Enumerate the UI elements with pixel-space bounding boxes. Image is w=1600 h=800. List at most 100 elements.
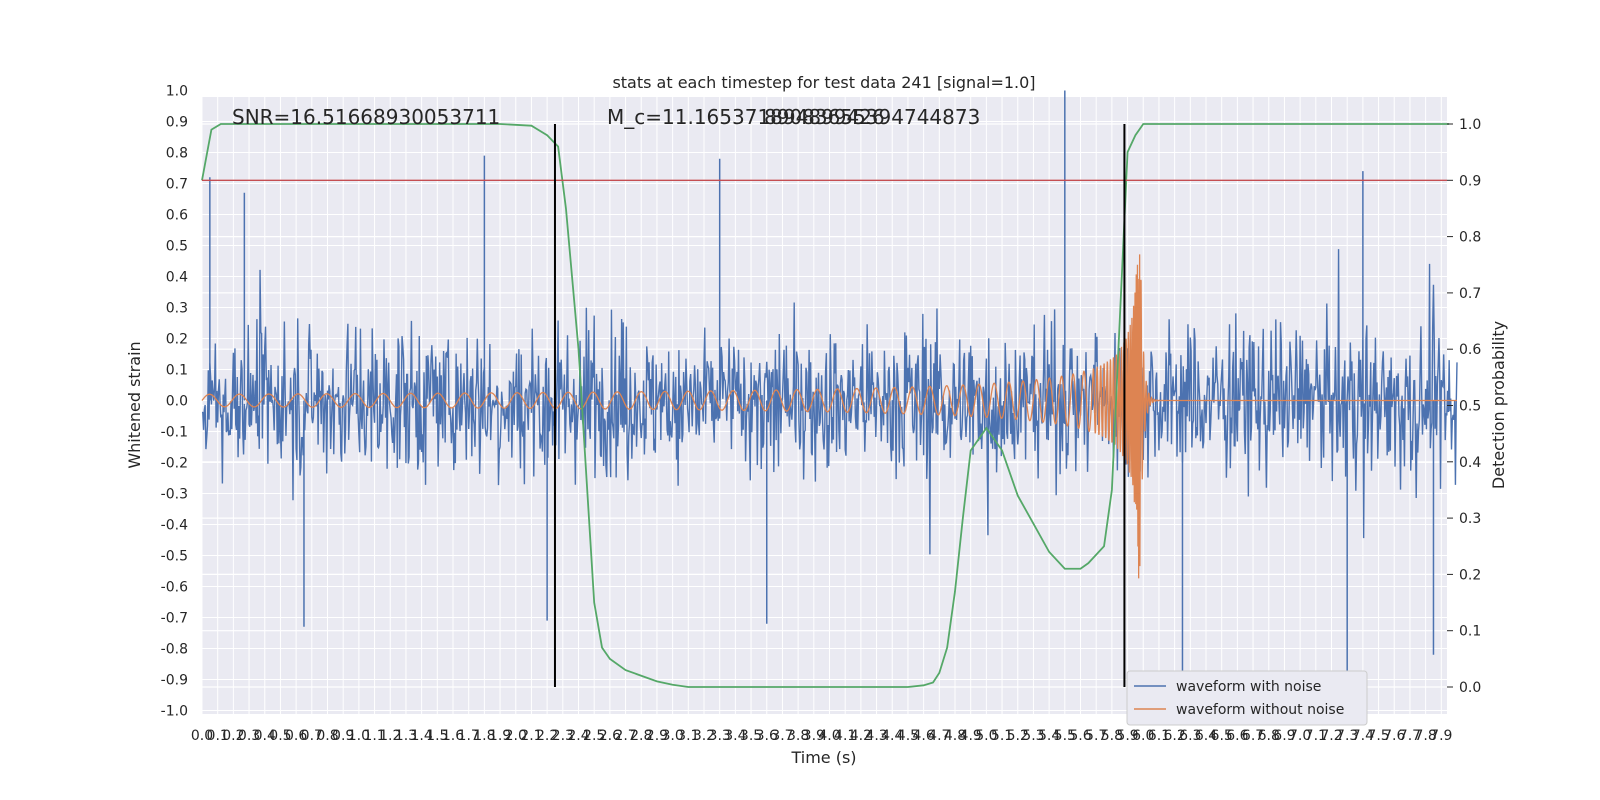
x-tick-label: 5.6	[1069, 728, 1091, 744]
x-tick-label: 7.2	[1320, 728, 1342, 744]
legend-label-clean: waveform without noise	[1176, 702, 1344, 718]
legend-label-noise: waveform with noise	[1176, 679, 1321, 695]
x-tick-label: 6.0	[1132, 728, 1154, 744]
y-tick-label: -1.0	[161, 704, 188, 720]
y-tick-label: 0.6	[166, 208, 188, 224]
y-tick-label: 0.8	[166, 146, 188, 162]
x-tick-label: 3.4	[724, 728, 746, 744]
x-tick-label: 0.4	[254, 728, 276, 744]
x-tick-label: 5.1	[991, 728, 1013, 744]
noise-series	[201, 90, 1458, 705]
x-tick-label: 2.4	[567, 728, 589, 744]
y-tick-label: 0.3	[166, 301, 188, 317]
extra-annotation: 89083655394744873	[764, 105, 980, 129]
grid	[201, 90, 1447, 714]
x-tick-label: 6.5	[1211, 728, 1233, 744]
x-tick-label: 7.8	[1414, 728, 1436, 744]
x-tick-label: 0.1	[207, 728, 229, 744]
x-tick-label: 0.5	[269, 728, 291, 744]
y-tick-label: -0.3	[161, 487, 188, 503]
y2-tick-label: 0.7	[1459, 286, 1481, 302]
x-axis-ticks: 0.00.10.20.30.40.50.60.70.80.91.01.11.21…	[191, 728, 1453, 744]
x-tick-label: 2.7	[614, 728, 636, 744]
x-tick-label: 3.2	[693, 728, 715, 744]
x-tick-label: 6.2	[1163, 728, 1185, 744]
x-tick-label: 0.8	[316, 728, 338, 744]
x-tick-label: 1.5	[426, 728, 448, 744]
x-tick-label: 6.8	[1258, 728, 1280, 744]
legend-box	[1126, 670, 1368, 726]
y2-tick-label: 0.6	[1459, 342, 1481, 358]
y-tick-label: -0.2	[161, 456, 188, 472]
x-tick-label: 5.7	[1085, 728, 1107, 744]
y2-tick-label: 0.1	[1459, 624, 1481, 640]
y2-tick-label: 1.0	[1459, 117, 1481, 133]
chirp-series	[201, 254, 1457, 579]
y-tick-label: -0.1	[161, 425, 188, 441]
y-tick-label: 0.2	[166, 332, 188, 348]
x-tick-label: 4.2	[850, 728, 872, 744]
x-tick-label: 0.9	[332, 728, 354, 744]
y-tick-label: 0.4	[166, 270, 188, 286]
x-tick-label: 0.0	[191, 728, 213, 744]
y-tick-label: -0.4	[161, 518, 188, 534]
x-tick-label: 5.3	[1022, 728, 1044, 744]
y-tick-label: -0.6	[161, 580, 188, 596]
y2-tick-label: 0.3	[1459, 511, 1481, 527]
y-tick-label: 0.5	[166, 239, 188, 255]
y2-tick-label: 0.9	[1459, 173, 1481, 189]
y2-tick-label: 0.2	[1459, 567, 1481, 583]
x-tick-label: 3.8	[787, 728, 809, 744]
x-tick-label: 1.1	[363, 728, 385, 744]
x-tick-label: 2.6	[599, 728, 621, 744]
x-tick-label: 4.4	[881, 728, 903, 744]
x-tick-label: 4.6	[912, 728, 934, 744]
x-axis-label: Time (s)	[790, 748, 856, 767]
x-tick-label: 2.1	[520, 728, 542, 744]
x-tick-label: 3.5	[740, 728, 762, 744]
x-tick-label: 7.3	[1336, 728, 1358, 744]
x-tick-label: 4.5	[897, 728, 919, 744]
x-tick-label: 7.7	[1399, 728, 1421, 744]
x-tick-label: 1.7	[458, 728, 480, 744]
x-tick-label: 5.9	[1116, 728, 1138, 744]
x-tick-label: 4.8	[944, 728, 966, 744]
x-tick-label: 6.4	[1195, 728, 1217, 744]
x-tick-label: 0.6	[285, 728, 307, 744]
x-tick-label: 1.0	[348, 728, 370, 744]
y2-tick-label: 0.8	[1459, 230, 1481, 246]
y2-tick-label: 0.5	[1459, 399, 1481, 415]
y-tick-label: -0.8	[161, 642, 188, 658]
y-tick-label: -0.5	[161, 549, 188, 565]
x-tick-label: 2.0	[505, 728, 527, 744]
x-tick-label: 5.5	[1054, 728, 1076, 744]
chirp-mass-annotation: M_c=11.165371894899426	[607, 105, 885, 129]
x-tick-label: 5.2	[1007, 728, 1029, 744]
noise-line	[201, 249, 1458, 555]
y-axis-ticks: -1.0 -0.9 -0.8 -0.7 -0.6 -0.5 -0.4 -0.3 -0.2 -0.1…	[161, 84, 188, 720]
chirp-line	[201, 254, 1457, 579]
x-tick-label: 7.0	[1289, 728, 1311, 744]
y-tick-label: 1.0	[166, 84, 188, 100]
x-tick-label: 7.9	[1430, 728, 1452, 744]
x-tick-label: 4.0	[818, 728, 840, 744]
y-tick-label: 0.0	[166, 394, 188, 410]
x-tick-label: 3.6	[756, 728, 778, 744]
x-tick-label: 4.9	[960, 728, 982, 744]
overlay-lines	[202, 124, 1447, 687]
x-tick-label: 5.4	[1038, 728, 1060, 744]
x-tick-label: 6.7	[1242, 728, 1264, 744]
x-tick-label: 3.3	[709, 728, 731, 744]
x-tick-label: 5.0	[975, 728, 997, 744]
chart-title: stats at each timestep for test data 241…	[612, 73, 1035, 92]
x-tick-label: 2.9	[646, 728, 668, 744]
x-tick-label: 4.7	[928, 728, 950, 744]
probability-line	[201, 123, 1450, 688]
x-tick-label: 5.8	[1101, 728, 1123, 744]
x-tick-label: 1.4	[410, 728, 432, 744]
x-tick-label: 0.2	[222, 728, 244, 744]
y-tick-label: 0.1	[166, 363, 188, 379]
x-tick-label: 4.1	[834, 728, 856, 744]
x-tick-label: 6.1	[1148, 728, 1170, 744]
